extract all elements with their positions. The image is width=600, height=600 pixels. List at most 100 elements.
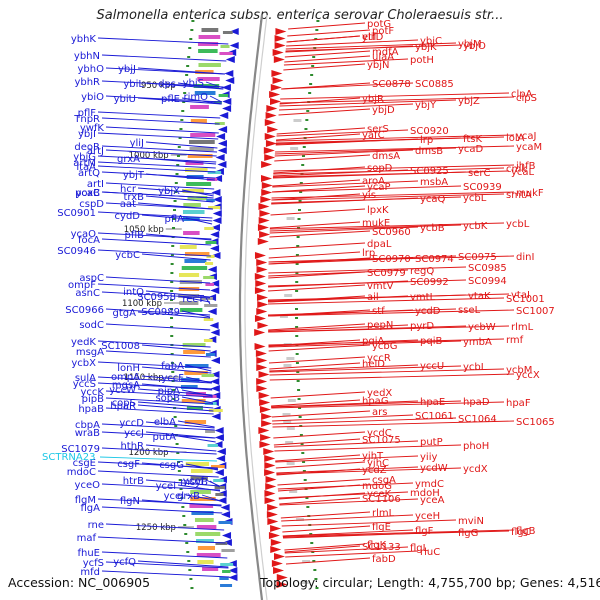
left-leader-line xyxy=(205,81,224,89)
right-gene-label: yceA xyxy=(420,495,445,506)
right-leader-line xyxy=(275,136,505,144)
left-strand-arrow xyxy=(216,448,226,455)
right-leader-line xyxy=(278,491,409,499)
scale-label: 1200 kbp xyxy=(128,448,168,458)
right-gene-label: potG xyxy=(367,19,391,30)
function-block xyxy=(184,371,208,375)
function-block xyxy=(182,189,204,193)
scale-dot xyxy=(172,389,176,391)
function-block xyxy=(197,546,216,550)
left-leader-line xyxy=(105,397,214,405)
left-gene-label: mgsA xyxy=(112,380,140,391)
right-leader-line xyxy=(283,63,366,71)
function-block xyxy=(179,245,197,249)
scale-label: 1250 kbp xyxy=(136,523,176,533)
scale-dot xyxy=(306,110,310,112)
left-gene-label: copS xyxy=(112,398,136,409)
right-leader-line xyxy=(274,147,457,155)
function-block xyxy=(202,567,219,571)
function-block xyxy=(219,52,233,55)
function-block xyxy=(279,315,288,318)
left-gene-label: ybjT xyxy=(123,170,145,181)
left-leader-line xyxy=(177,82,224,90)
right-gene-label: cmk xyxy=(506,164,527,175)
right-gene-label: yafC xyxy=(362,130,385,141)
right-strand-arrow xyxy=(264,497,276,504)
right-strand-arrow xyxy=(260,434,272,441)
left-gene-label: sodC xyxy=(79,320,104,331)
left-leader-line xyxy=(97,165,216,173)
scale-dot xyxy=(311,65,315,67)
right-gene-label: vmtV xyxy=(367,281,394,292)
left-leader-line xyxy=(105,308,211,316)
function-block xyxy=(282,413,291,416)
right-gene-label: mukE xyxy=(362,218,390,229)
scale-dot xyxy=(189,578,193,580)
left-gene-label: ybiL xyxy=(123,79,144,90)
right-gene-label: flgB xyxy=(516,526,536,537)
function-block xyxy=(190,469,213,473)
left-leader-line xyxy=(101,570,230,578)
right-strand-arrow xyxy=(259,441,271,448)
left-gene-label: pflF xyxy=(78,108,97,119)
left-leader-line xyxy=(97,283,211,291)
left-strand-arrow xyxy=(228,567,238,574)
left-gene-label: recT xyxy=(182,294,205,305)
left-strand-arrow xyxy=(210,385,220,392)
right-gene-label: ycaD xyxy=(458,144,484,155)
scale-label: 1150 kbp xyxy=(124,373,164,383)
scale-dot xyxy=(190,587,194,589)
function-block xyxy=(213,101,222,104)
scale-dot xyxy=(175,173,179,175)
left-gene-label: trxB xyxy=(123,192,144,203)
left-gene-label: putA xyxy=(153,432,177,443)
scale-dot xyxy=(312,560,316,562)
scale-dot xyxy=(191,20,195,22)
scale-dot xyxy=(309,533,313,535)
left-strand-arrow xyxy=(224,70,234,77)
left-gene-label: SC0989 xyxy=(141,307,180,318)
right-gene-label: ycaP xyxy=(367,182,391,193)
function-block xyxy=(213,479,224,482)
right-gene-label: ycbL xyxy=(463,362,487,373)
function-block xyxy=(203,276,215,279)
function-block xyxy=(184,420,207,424)
left-gene-labels: ybhK ybhN ybhO ybjJ ybhR ybiL dps ybiS ybiO ybiU p… xyxy=(42,34,208,578)
function-block xyxy=(215,493,224,496)
left-gene-label: ycbC xyxy=(115,250,140,261)
right-gene-label: yjhC xyxy=(367,458,389,469)
right-leader-line xyxy=(278,108,371,116)
scale-dot xyxy=(173,200,177,202)
function-block xyxy=(203,318,214,321)
left-leader-line xyxy=(145,195,214,203)
function-block xyxy=(182,210,205,214)
function-block xyxy=(189,504,214,508)
function-block xyxy=(178,273,200,277)
left-leader-line xyxy=(97,340,211,348)
left-gene-label: yccD xyxy=(119,418,144,429)
function-block xyxy=(222,31,233,34)
function-block xyxy=(300,581,309,584)
left-gene-label: csgF xyxy=(117,459,140,470)
scale-dot xyxy=(172,227,176,229)
right-strand-arrow xyxy=(257,322,269,329)
right-strand-arrow xyxy=(267,518,279,525)
right-gene-label: SC0939 xyxy=(463,182,502,193)
right-gene-label: vtaI xyxy=(511,290,530,301)
left-leader-line xyxy=(97,376,212,384)
left-strand-arrow xyxy=(207,308,217,315)
genome-title: Salmonella enterica subsp. enterica sero… xyxy=(96,8,504,23)
right-gene-label: yjhT xyxy=(362,451,384,462)
left-leader-line xyxy=(137,404,214,412)
left-strand-arrow xyxy=(210,287,220,294)
right-gene-label: yceK xyxy=(367,489,392,500)
right-leader-line xyxy=(282,529,515,537)
right-leader-line xyxy=(268,269,409,277)
right-gene-label: mukF xyxy=(516,188,544,199)
scale-dot xyxy=(299,182,303,184)
scale-dot xyxy=(181,110,185,112)
function-block xyxy=(197,42,219,46)
left-gene-label: msgA xyxy=(76,347,104,358)
left-leader-line xyxy=(101,447,217,455)
